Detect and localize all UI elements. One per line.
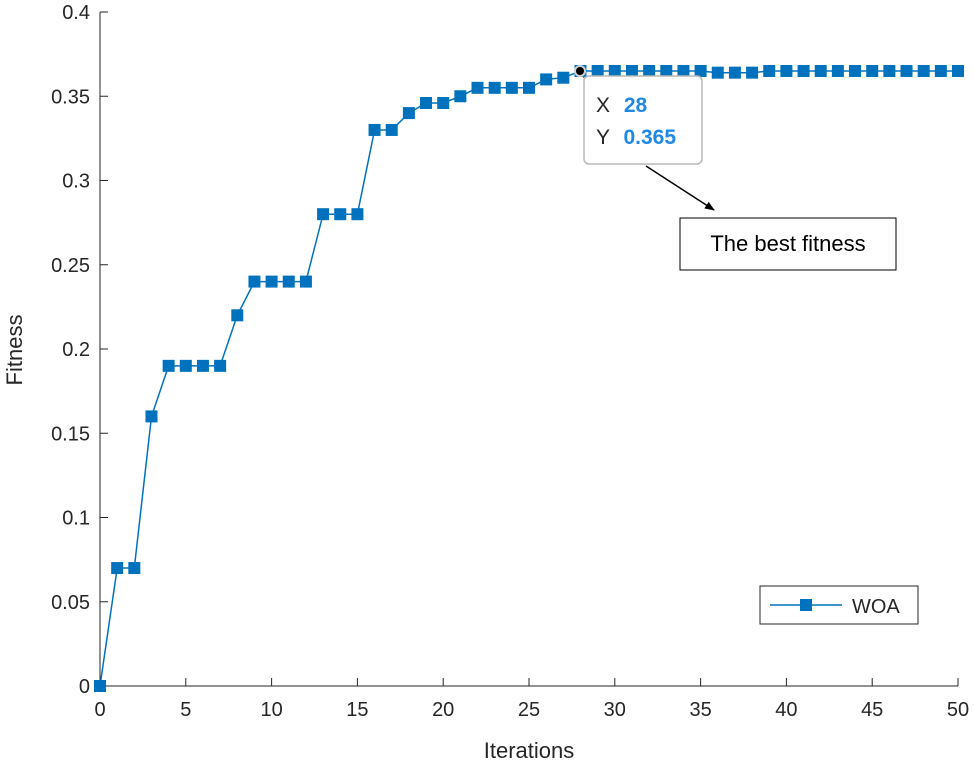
data-point-woa [265,275,278,288]
annotation-arrow [645,165,715,211]
x-tick-label: 0 [94,699,105,721]
data-point-woa [746,66,759,79]
data-point-woa [94,680,106,692]
data-point-woa [385,123,398,136]
datatip-y-label: Y [596,126,610,149]
data-point-woa [282,275,295,288]
datatip-x-value: 28 [624,94,648,117]
data-point-woa [763,64,776,77]
x-axis-label: Iterations [484,738,575,763]
y-axis-label: Fitness [2,315,27,386]
x-tick-label: 30 [604,699,626,721]
y-tick-label: 0.2 [62,339,90,361]
x-tick-label: 5 [180,699,191,721]
data-point-woa [934,64,947,77]
data-point-woa [145,410,158,423]
series-woa [94,64,964,692]
y-ticks: 0 0.05 0.1 0.15 0.2 0.25 0.3 0.35 0.4 [51,2,108,698]
data-point-woa [917,64,930,77]
x-tick-label: 20 [432,699,454,721]
x-tick-label: 10 [260,699,282,721]
data-point-woa [179,359,192,372]
data-point-woa [608,64,621,77]
data-point-woa [643,64,656,77]
data-point-woa [214,359,227,372]
datatip-point [574,65,586,77]
data-point-woa [523,81,535,94]
data-point-woa [437,96,450,109]
datatip-x-row: X 28 [596,94,648,117]
legend[interactable]: WOA [759,585,919,625]
x-tick-label: 15 [346,699,368,721]
annotation-box [679,217,897,271]
y-tick-label: 0.3 [62,171,90,193]
datatip-box [583,75,703,165]
x-tick-label: 45 [861,699,883,721]
x-tick-label: 25 [518,699,540,721]
data-point-woa [814,64,827,77]
y-tick-label: 0.1 [62,508,90,530]
data-point-woa [128,562,141,575]
data-point-woa [557,71,570,84]
data-point-woa [591,64,604,77]
data-point-woa [780,64,793,77]
data-point-woa [625,64,638,77]
annotation-text: The best fitness [710,231,865,256]
data-point-woa [488,81,501,94]
x-tick-label: 35 [689,699,711,721]
y-tick-label: 0.15 [51,423,90,445]
data-point-woa [402,107,415,120]
x-tick-label: 50 [947,699,969,721]
datatip-y-value: 0.365 [623,126,676,149]
data-point-woa [900,64,913,77]
data-point-woa [454,90,467,103]
data-point-woa [351,208,364,221]
data-point-woa [420,96,433,109]
data-point-woa [711,66,724,79]
y-tick-label: 0 [79,676,90,698]
data-point-woa [334,208,347,221]
y-tick-label: 0.4 [62,2,90,24]
data-point-woa [540,73,553,86]
data-point-woa [196,359,209,372]
x-tick-label: 40 [775,699,797,721]
data-point-woa [471,81,484,94]
data-point-woa [505,81,518,94]
data-point-woa [660,64,673,77]
data-point-woa [694,64,707,77]
y-tick-label: 0.35 [51,86,90,108]
data-point-woa [797,64,810,77]
data-point-woa [231,309,244,322]
legend-marker-woa [800,599,812,611]
datatip[interactable]: X 28 Y 0.365 [574,65,703,165]
y-tick-label: 0.05 [51,592,90,614]
data-point-woa [831,64,844,77]
data-point-woa [866,64,879,77]
data-point-woa [368,123,381,136]
x-ticks: 0 5 10 15 20 25 30 35 40 45 50 [94,678,969,721]
data-point-woa [677,64,690,77]
data-point-woa [883,64,896,77]
datatip-y-row: Y 0.365 [596,126,676,149]
data-point-woa [317,208,330,221]
datatip-x-label: X [596,94,610,117]
data-point-woa [111,562,124,575]
data-point-woa [849,64,862,77]
data-point-woa [162,359,175,372]
legend-label-woa: WOA [852,596,900,618]
data-point-woa [728,66,741,79]
data-point-woa [299,275,312,288]
data-point-woa [952,64,964,77]
data-point-woa [248,275,261,288]
y-tick-label: 0.25 [51,255,90,277]
